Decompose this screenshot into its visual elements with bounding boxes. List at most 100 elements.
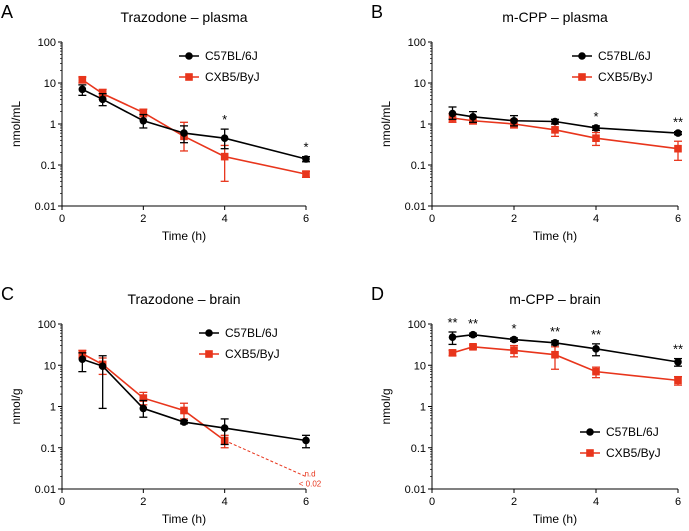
significance-marker: * xyxy=(303,140,308,155)
x-tick-label: 6 xyxy=(675,496,681,508)
data-point xyxy=(674,129,682,137)
data-point xyxy=(469,343,477,351)
significance-marker: ** xyxy=(591,327,601,342)
legend-label: C57BL/6J xyxy=(205,49,258,63)
data-point xyxy=(180,406,188,415)
series-line xyxy=(452,112,679,134)
data-point xyxy=(510,346,518,355)
significance-marker: * xyxy=(593,109,598,124)
x-tick-label: 0 xyxy=(59,213,65,225)
y-tick-label: 10 xyxy=(44,78,56,90)
legend-label: CXB5/ByJ xyxy=(205,70,260,84)
data-point xyxy=(302,170,310,178)
significance-marker: * xyxy=(511,321,516,336)
y-tick-label: 10 xyxy=(414,78,426,90)
y-tick-label: 100 xyxy=(408,37,426,49)
data-point xyxy=(674,376,682,385)
data-point xyxy=(139,108,148,117)
data-point xyxy=(448,333,457,341)
x-tick-label: 4 xyxy=(222,496,228,508)
x-tick-label: 0 xyxy=(429,213,435,225)
x-tick-label: 6 xyxy=(303,496,309,508)
panel-C: C Trazodone – brain 0.01 0.1 1 10 100 0 2 4 6 Time … xyxy=(1,284,322,526)
legend-marker xyxy=(205,329,213,337)
x-axis-label: Time (h) xyxy=(162,512,206,526)
data-point xyxy=(592,367,600,376)
extrapolation-line xyxy=(224,440,307,478)
x-tick-label: 6 xyxy=(303,213,309,225)
y-tick-label: 0.01 xyxy=(35,484,56,496)
nd-note: n.d xyxy=(304,470,315,479)
y-tick-label: 10 xyxy=(44,360,56,372)
y-tick-label: 0.1 xyxy=(41,160,56,172)
series-c57bl6j xyxy=(448,106,682,137)
panel-A: A Trazodone – plasma 0.01 0.1 1 10 100 0 2 4 6 Time… xyxy=(1,2,310,243)
data-point xyxy=(592,345,600,353)
data-point xyxy=(302,436,310,445)
legend-label: C57BL/6J xyxy=(598,49,651,63)
legend: C57BL/6J CXB5/ByJ xyxy=(179,49,260,84)
y-tick-label: 100 xyxy=(38,37,56,49)
data-point xyxy=(551,350,559,359)
y-tick-label: 0.01 xyxy=(35,201,56,213)
data-point xyxy=(78,355,87,364)
x-tick-label: 2 xyxy=(140,496,146,508)
y-tick-label: 1 xyxy=(420,119,426,131)
legend-marker xyxy=(185,73,193,81)
legend-label: C57BL/6J xyxy=(225,326,278,340)
data-point xyxy=(78,85,87,94)
y-tick-label: 100 xyxy=(38,319,56,331)
data-point xyxy=(469,330,477,339)
data-point xyxy=(180,418,188,426)
data-point xyxy=(302,155,310,163)
y-axis-label: nmol/g xyxy=(9,388,23,424)
x-tick-label: 0 xyxy=(59,496,65,508)
significance-marker: ** xyxy=(673,342,683,357)
data-point xyxy=(220,134,229,143)
data-point xyxy=(98,95,107,104)
data-point xyxy=(448,349,457,357)
significance-marker: ** xyxy=(468,316,478,331)
panel-letter: A xyxy=(1,2,13,22)
legend-label: CXB5/ByJ xyxy=(598,70,653,84)
y-tick-label: 0.1 xyxy=(41,443,56,455)
x-tick-label: 2 xyxy=(140,213,146,225)
series-line xyxy=(452,345,679,382)
data-point xyxy=(510,335,518,344)
y-tick-label: 1 xyxy=(420,402,426,414)
data-point xyxy=(448,109,457,118)
data-point xyxy=(139,394,148,402)
legend-label: CXB5/ByJ xyxy=(225,347,280,361)
series-line xyxy=(82,358,307,442)
data-point xyxy=(592,124,600,132)
legend: C57BL/6J CXB5/ByJ xyxy=(572,49,653,84)
y-axis-label: nmol/mL xyxy=(9,101,23,147)
legend-marker xyxy=(185,52,193,60)
series-cxb5byj xyxy=(78,75,310,182)
x-axis-label: Time (h) xyxy=(533,512,577,526)
y-tick-label: 1 xyxy=(50,119,56,131)
chart-title: Trazodone – plasma xyxy=(120,9,247,25)
legend-marker xyxy=(586,428,594,436)
panel-letter: C xyxy=(1,284,14,304)
legend-label: C57BL/6J xyxy=(606,425,659,439)
y-tick-label: 0.01 xyxy=(405,201,426,213)
y-tick-label: 100 xyxy=(408,319,426,331)
legend: C57BL/6J CXB5/ByJ xyxy=(580,425,661,460)
panel-letter: B xyxy=(371,2,383,22)
data-point xyxy=(510,116,518,125)
chart-title: Trazodone – brain xyxy=(127,291,240,307)
x-tick-label: 2 xyxy=(511,213,517,225)
nd-limit-note: < 0.02 xyxy=(299,480,322,489)
x-tick-label: 4 xyxy=(222,213,228,225)
legend-marker xyxy=(205,350,213,358)
series-line xyxy=(81,79,307,175)
data-point xyxy=(78,75,87,84)
data-point xyxy=(180,129,188,137)
series-cxb5byj xyxy=(448,343,682,386)
data-point xyxy=(220,424,229,432)
series-c57bl6j xyxy=(448,330,682,367)
x-tick-label: 4 xyxy=(593,496,599,508)
y-tick-label: 1 xyxy=(50,402,56,414)
x-tick-label: 6 xyxy=(675,213,681,225)
